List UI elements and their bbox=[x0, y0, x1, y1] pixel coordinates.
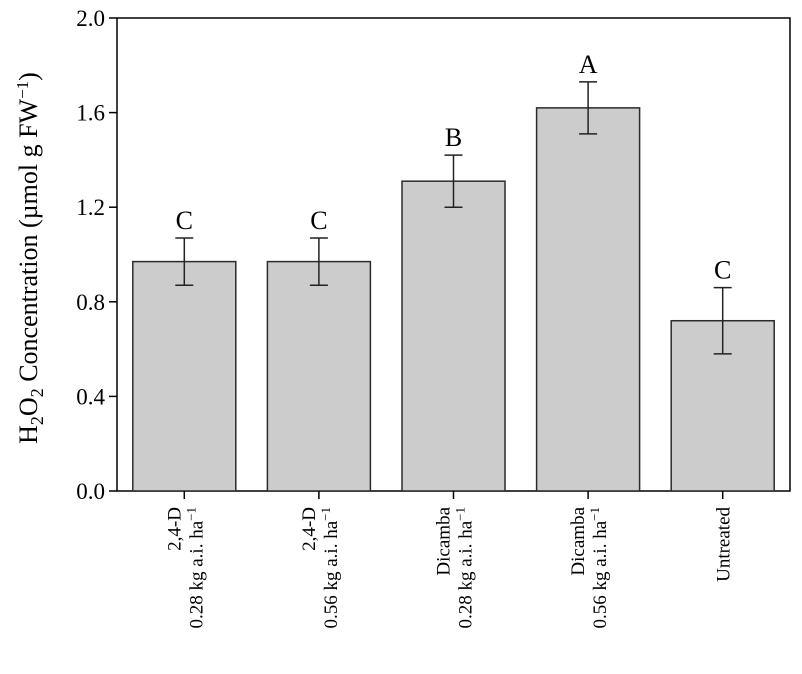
x-tick-label: 0.56 kg a.i. ha−1 bbox=[587, 507, 611, 629]
x-tick-label: Untreated bbox=[714, 507, 735, 582]
significance-label: C bbox=[310, 206, 327, 235]
y-axis-label: H2O2 Concentration (µmol g FW−1) bbox=[13, 72, 47, 444]
y-tick-label: 0.4 bbox=[76, 384, 105, 409]
y-tick-label: 1.2 bbox=[76, 195, 105, 220]
significance-label: C bbox=[176, 206, 193, 235]
bar bbox=[132, 260, 237, 492]
significance-label: A bbox=[579, 50, 598, 79]
bar bbox=[401, 180, 506, 492]
x-tick-label: 0.28 kg a.i. ha−1 bbox=[183, 507, 207, 629]
plot-area: 0.00.40.81.21.62.0C2,4-D 0.28 kg a.i. ha−… bbox=[76, 6, 791, 629]
x-tick-label: 2,4-D bbox=[164, 507, 185, 551]
y-tick-label: 0.0 bbox=[76, 479, 105, 504]
y-tick-label: 0.8 bbox=[76, 290, 105, 315]
significance-label: B bbox=[445, 123, 462, 152]
y-tick-label: 1.6 bbox=[76, 101, 105, 126]
bar bbox=[535, 107, 641, 492]
x-tick-label: Dicamba bbox=[434, 506, 455, 575]
bar bbox=[266, 260, 372, 492]
y-tick-label: 2.0 bbox=[76, 6, 105, 31]
x-tick-label: 0.28 kg a.i. ha−1 bbox=[453, 507, 477, 629]
x-tick-label: Dicamba bbox=[568, 506, 589, 575]
x-tick-label: 0.56 kg a.i. ha−1 bbox=[318, 507, 342, 629]
x-tick-label: 2,4-D bbox=[299, 507, 320, 551]
significance-label: C bbox=[714, 256, 731, 285]
